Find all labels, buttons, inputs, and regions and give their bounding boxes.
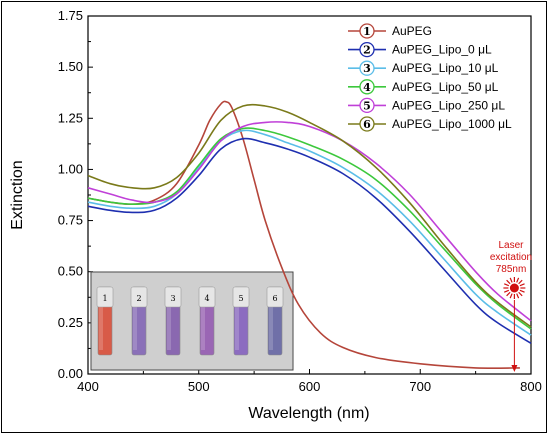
- axis-ticks: 400 500 600 700 800 0.00 0.25 0.50 0.75 1.00 1.25 1…: [58, 8, 542, 394]
- laser-burst-ray: [519, 289, 525, 293]
- vial-highlight: [99, 290, 103, 350]
- legend: 1 AuPEG 2 AuPEG_Lipo_0 μL 3 AuPEG_Lipo_10 μL 4…: [348, 23, 512, 132]
- laser-burst-ray: [503, 289, 510, 293]
- vial-highlight: [235, 290, 239, 350]
- laser-burst-ray: [506, 291, 511, 297]
- vial-cap-6: [266, 286, 284, 308]
- legend-marker-label: 4: [363, 81, 371, 94]
- x-tick-label: 800: [520, 379, 542, 394]
- legend-marker-4: [359, 79, 375, 95]
- series-line-2: [87, 137, 532, 344]
- laser-burst-ray: [519, 283, 525, 287]
- y-tick-label: 0.00: [58, 366, 83, 381]
- vial-photo-inset: 1 2 3 4 5 6: [90, 271, 294, 371]
- series-line-5: [87, 121, 532, 322]
- laser-burst-ray: [518, 291, 523, 297]
- x-tick-label: 500: [188, 379, 210, 394]
- vial-cap-1: [96, 286, 114, 308]
- laser-label-line1: Laser: [498, 240, 524, 251]
- vial-cap-2: [130, 286, 148, 308]
- laser-burst-core: [509, 283, 519, 293]
- y-tick-label: 1.00: [58, 161, 83, 176]
- laser-burst-ray: [509, 293, 513, 299]
- vial-cap-4: [198, 286, 216, 308]
- legend-entry-2: AuPEG_Lipo_0 μL: [392, 43, 492, 57]
- legend-entry-4: AuPEG_Lipo_50 μL: [392, 80, 499, 94]
- x-tick-label: 600: [299, 379, 321, 394]
- laser-burst-ray: [509, 277, 513, 283]
- y-tick-label: 1.25: [58, 110, 83, 125]
- y-tick-label: 0.75: [58, 213, 83, 228]
- legend-marker-label: 3: [363, 62, 371, 75]
- legend-marker-6: [359, 116, 375, 132]
- y-tick-label: 0.25: [58, 315, 83, 330]
- vial-cap-3: [164, 286, 182, 308]
- legend-marker-label: 2: [363, 44, 371, 57]
- y-tick-label: 1.50: [58, 59, 83, 74]
- legend-marker-1: [359, 23, 375, 39]
- y-tick-label: 0.50: [58, 264, 83, 279]
- vial-label-6: 6: [272, 294, 277, 303]
- legend-entry-6: AuPEG_Lipo_1000 μL: [392, 117, 512, 131]
- laser-annotation: Laser excitation 785nm: [490, 240, 532, 372]
- legend-marker-label: 5: [363, 99, 371, 112]
- series-lines: [87, 100, 532, 369]
- vial-label-3: 3: [170, 294, 175, 303]
- x-tick-label: 700: [409, 379, 431, 394]
- legend-entry-3: AuPEG_Lipo_10 μL: [392, 61, 499, 75]
- laser-burst-ray: [503, 283, 510, 287]
- legend-entry-1: AuPEG: [392, 24, 432, 38]
- legend-marker-label: 1: [363, 25, 371, 38]
- legend-marker-5: [359, 97, 375, 114]
- y-axis-label: Extinction: [9, 160, 26, 229]
- laser-burst-ray: [516, 277, 520, 283]
- series-line-6: [87, 103, 532, 328]
- laser-burst-ray: [518, 279, 523, 285]
- vial-highlight: [269, 290, 273, 350]
- laser-label-line3: 785nm: [496, 264, 527, 275]
- vial-highlight: [201, 290, 205, 350]
- vial-label-5: 5: [238, 294, 243, 303]
- laser-arrow-head: [511, 365, 518, 372]
- vial-label-4: 4: [204, 294, 209, 303]
- vial-label-2: 2: [136, 294, 141, 303]
- x-axis-label: Wavelength (nm): [248, 405, 369, 422]
- vial-highlight: [167, 290, 171, 350]
- laser-label-line2: excitation: [490, 252, 532, 263]
- inset-backdrop: [92, 273, 292, 369]
- legend-marker-label: 6: [363, 118, 371, 131]
- laser-burst-ray: [506, 279, 511, 285]
- series-line-3: [87, 129, 532, 336]
- laser-burst-ray: [516, 293, 520, 299]
- vial-label-1: 1: [102, 294, 107, 303]
- x-tick-label: 400: [77, 379, 99, 394]
- y-tick-label: 1.75: [58, 8, 83, 23]
- vial-highlight: [133, 290, 137, 350]
- legend-marker-2: [359, 41, 375, 58]
- legend-marker-3: [359, 60, 375, 76]
- vial-cap-5: [232, 286, 250, 308]
- legend-entry-5: AuPEG_Lipo_250 μL: [392, 98, 505, 112]
